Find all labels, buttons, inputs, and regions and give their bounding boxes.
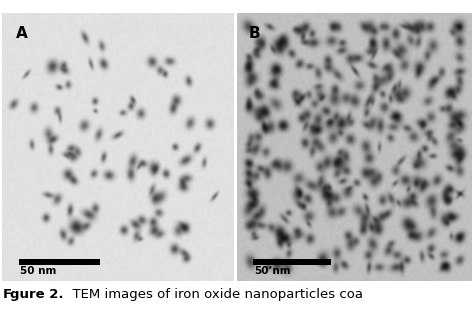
Text: F: F	[2, 288, 11, 301]
Text: gure 2.: gure 2.	[10, 288, 64, 301]
Bar	[254, 259, 331, 265]
Bar	[18, 259, 100, 265]
Text: A: A	[16, 26, 28, 41]
Text: 50’nm: 50’nm	[255, 266, 291, 276]
Text: B: B	[249, 26, 260, 41]
Text: 50 nm: 50 nm	[20, 266, 56, 276]
Text: TEM images of iron oxide nanoparticles coa: TEM images of iron oxide nanoparticles c…	[64, 288, 363, 301]
